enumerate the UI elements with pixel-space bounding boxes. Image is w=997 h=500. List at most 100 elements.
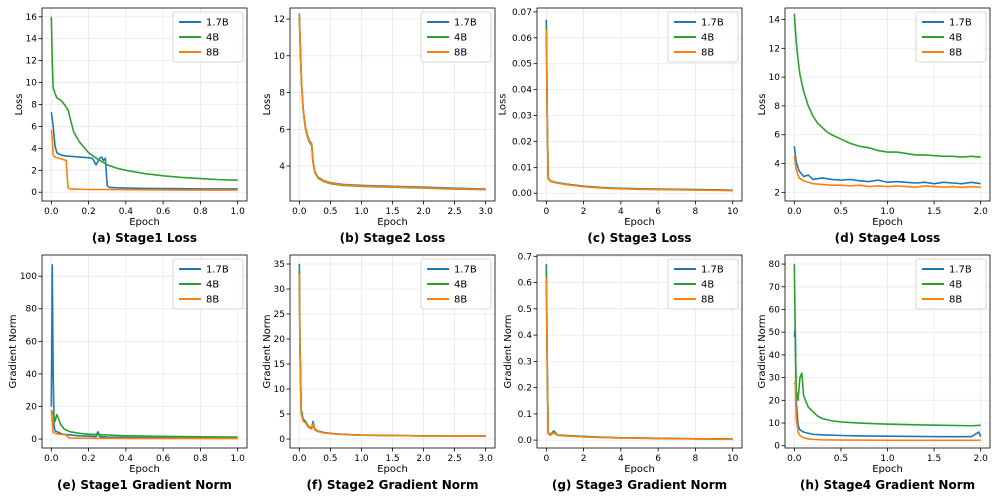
y-tick-label: 80 [769, 260, 781, 270]
legend-label-1.7B: 1.7B [701, 265, 724, 276]
legend-label-8B: 8B [206, 48, 219, 59]
y-tick-label: 0.01 [512, 163, 532, 173]
y-tick-label: 8 [279, 89, 285, 99]
x-tick-label: 1.5 [385, 454, 399, 464]
legend-box [172, 258, 244, 310]
plot-frame [536, 254, 743, 449]
y-tick-label: 12 [26, 57, 37, 67]
y-tick-label: 8 [774, 102, 780, 112]
y-tick-label: 8 [31, 101, 37, 111]
y-tick-label: 0 [31, 435, 37, 445]
x-tick-label: 10 [727, 454, 739, 464]
x-tick-label: 1.5 [927, 207, 941, 217]
series-line-8B [545, 277, 733, 441]
legend: 1.7B 4B 8B [420, 258, 492, 310]
legend: 1.7B 4B 8B [915, 11, 987, 63]
series-line-8B [298, 273, 486, 437]
y-tick-label: 0.06 [512, 34, 532, 44]
y-tick-label: 20 [274, 335, 286, 345]
y-axis-label: Gradient Norm [757, 315, 768, 389]
y-tick-label: 16 [26, 13, 38, 23]
y-tick-label: 15 [274, 360, 285, 370]
y-axis-label: Loss [14, 94, 25, 116]
x-tick-label: 1.0 [354, 207, 369, 217]
series-line-8B [545, 30, 733, 192]
y-tick-label: 60 [769, 305, 781, 315]
y-axis-label: Loss [757, 94, 768, 116]
chart-caption: (e) Stage1 Gradient Norm [57, 478, 232, 492]
y-tick-label: 6 [31, 122, 37, 132]
series-line-1.7B [793, 146, 981, 185]
y-tick-label: 100 [20, 272, 37, 282]
legend-label-4B: 4B [206, 33, 219, 44]
y-tick-label: 0.4 [518, 331, 533, 341]
y-tick-label: 40 [26, 370, 38, 380]
legend-box [420, 11, 492, 63]
y-tick-label: 12 [769, 44, 780, 54]
chart-caption: (f) Stage2 Gradient Norm [307, 478, 479, 492]
legend-label-4B: 4B [949, 33, 962, 44]
x-tick-label: 1.5 [927, 454, 941, 464]
y-tick-label: 0 [279, 435, 285, 445]
legend-box [915, 258, 987, 310]
x-axis-label: Epoch [377, 217, 408, 228]
x-axis-label: Epoch [129, 464, 160, 475]
y-tick-label: 35 [274, 260, 285, 270]
y-tick-label: 0.5 [518, 305, 532, 315]
y-tick-label: 70 [769, 283, 781, 293]
legend-label-1.7B: 1.7B [206, 265, 229, 276]
legend-label-8B: 8B [454, 48, 467, 59]
x-tick-label: 6 [655, 454, 661, 464]
legend-box [667, 258, 739, 310]
x-tick-label: 0.0 [44, 454, 59, 464]
chart-panel: 0.0 0.5 1.0 1.5 2.0 2.5 3.0 4 6 8 10 12 Epoch Loss (b)… [262, 7, 496, 245]
y-tick-label: 5 [279, 410, 285, 420]
legend-label-1.7B: 1.7B [454, 18, 477, 29]
y-tick-label: 0.00 [512, 189, 532, 199]
y-tick-label: 80 [26, 305, 38, 315]
x-axis-label: Epoch [872, 464, 903, 475]
x-tick-label: 2.0 [416, 454, 431, 464]
series-line-8B [298, 14, 486, 191]
y-tick-label: 4 [279, 162, 285, 172]
x-tick-label: 0.4 [119, 207, 134, 217]
x-tick-label: 2 [581, 207, 587, 217]
x-tick-label: 10 [727, 207, 739, 217]
x-tick-label: 0 [543, 207, 549, 217]
legend-label-1.7B: 1.7B [206, 18, 229, 29]
legend-label-4B: 4B [701, 33, 714, 44]
legend-label-1.7B: 1.7B [949, 265, 972, 276]
chart-caption: (g) Stage3 Gradient Norm [552, 478, 727, 492]
y-tick-label: 10 [274, 385, 286, 395]
x-tick-label: 6 [655, 207, 661, 217]
legend-label-4B: 4B [454, 33, 467, 44]
y-tick-label: 0.7 [518, 252, 532, 262]
legend-label-4B: 4B [949, 280, 962, 291]
legend-label-4B: 4B [454, 280, 467, 291]
plot-frame [41, 254, 248, 449]
y-tick-label: 0.0 [518, 436, 533, 446]
legend-label-1.7B: 1.7B [949, 18, 972, 29]
y-tick-label: 2 [774, 188, 780, 198]
y-tick-label: 6 [279, 125, 285, 135]
legend-label-8B: 8B [206, 295, 219, 306]
x-tick-label: 0.0 [292, 207, 307, 217]
chart-panel: 0.0 0.2 0.4 0.6 0.8 1.0 0 20 40 60 80 100 Epoch Gradi… [8, 254, 248, 492]
legend-label-8B: 8B [949, 48, 962, 59]
x-tick-label: 1.0 [231, 454, 246, 464]
y-tick-label: 10 [769, 419, 781, 429]
chart-caption: (b) Stage2 Loss [340, 231, 446, 245]
x-tick-label: 0 [543, 454, 549, 464]
x-tick-label: 2.5 [447, 454, 461, 464]
y-tick-label: 0.2 [518, 384, 532, 394]
chart-panel: 0 2 4 6 8 10 0.0 0.1 0.2 0.3 0.4 0.5 0.6 0.7 Epoch Grad… [503, 252, 743, 492]
y-tick-label: 20 [769, 396, 781, 406]
legend-label-4B: 4B [206, 280, 219, 291]
x-tick-label: 0.5 [323, 207, 337, 217]
y-tick-label: 14 [26, 35, 38, 45]
x-tick-label: 0.0 [787, 207, 802, 217]
y-tick-label: 0.07 [512, 8, 532, 18]
chart-caption: (a) Stage1 Loss [92, 231, 197, 245]
x-tick-label: 2.0 [416, 207, 431, 217]
